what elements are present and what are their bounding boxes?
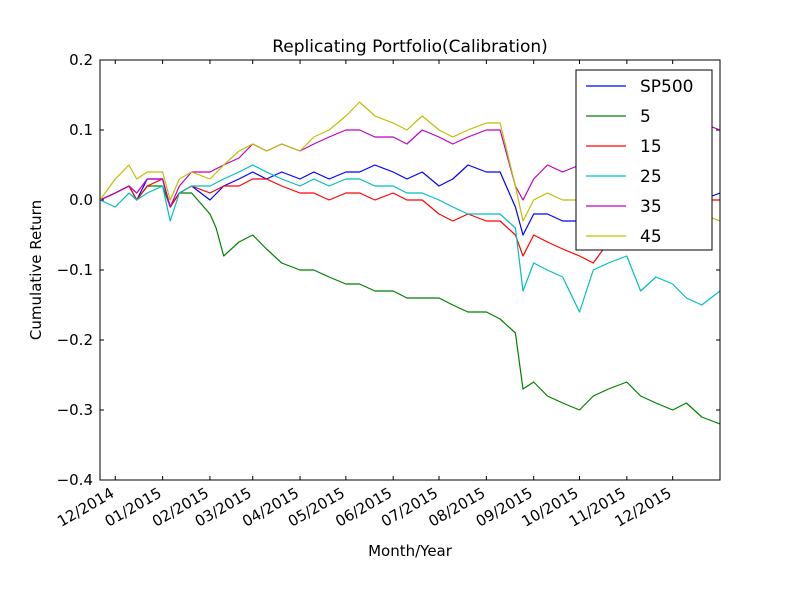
chart-title: Replicating Portfolio(Calibration) [272, 37, 548, 57]
y-tick-label: −0.3 [57, 401, 93, 419]
series-line-25 [100, 164, 720, 313]
y-tick-label: 0.2 [69, 51, 93, 69]
y-tick-label: −0.1 [57, 261, 93, 279]
y-tick-label: −0.4 [57, 471, 93, 489]
legend-label: SP500 [640, 77, 694, 97]
x-axis-label: Month/Year [368, 542, 453, 560]
series-line-5 [100, 185, 720, 425]
y-tick-label: 0.0 [69, 191, 93, 209]
y-tick-label: 0.1 [69, 121, 93, 139]
y-axis-label: Cumulative Return [27, 200, 45, 340]
plot-frame [99, 59, 721, 481]
legend-box [575, 69, 713, 251]
legend-label: 15 [640, 137, 662, 157]
legend-label: 35 [640, 197, 662, 217]
y-tick-label: −0.2 [57, 331, 93, 349]
legend-label: 5 [640, 107, 651, 127]
legend-label: 45 [640, 227, 662, 247]
legend-label: 25 [640, 167, 662, 187]
legend: SP500 5 15 25 35 45 [575, 69, 713, 251]
